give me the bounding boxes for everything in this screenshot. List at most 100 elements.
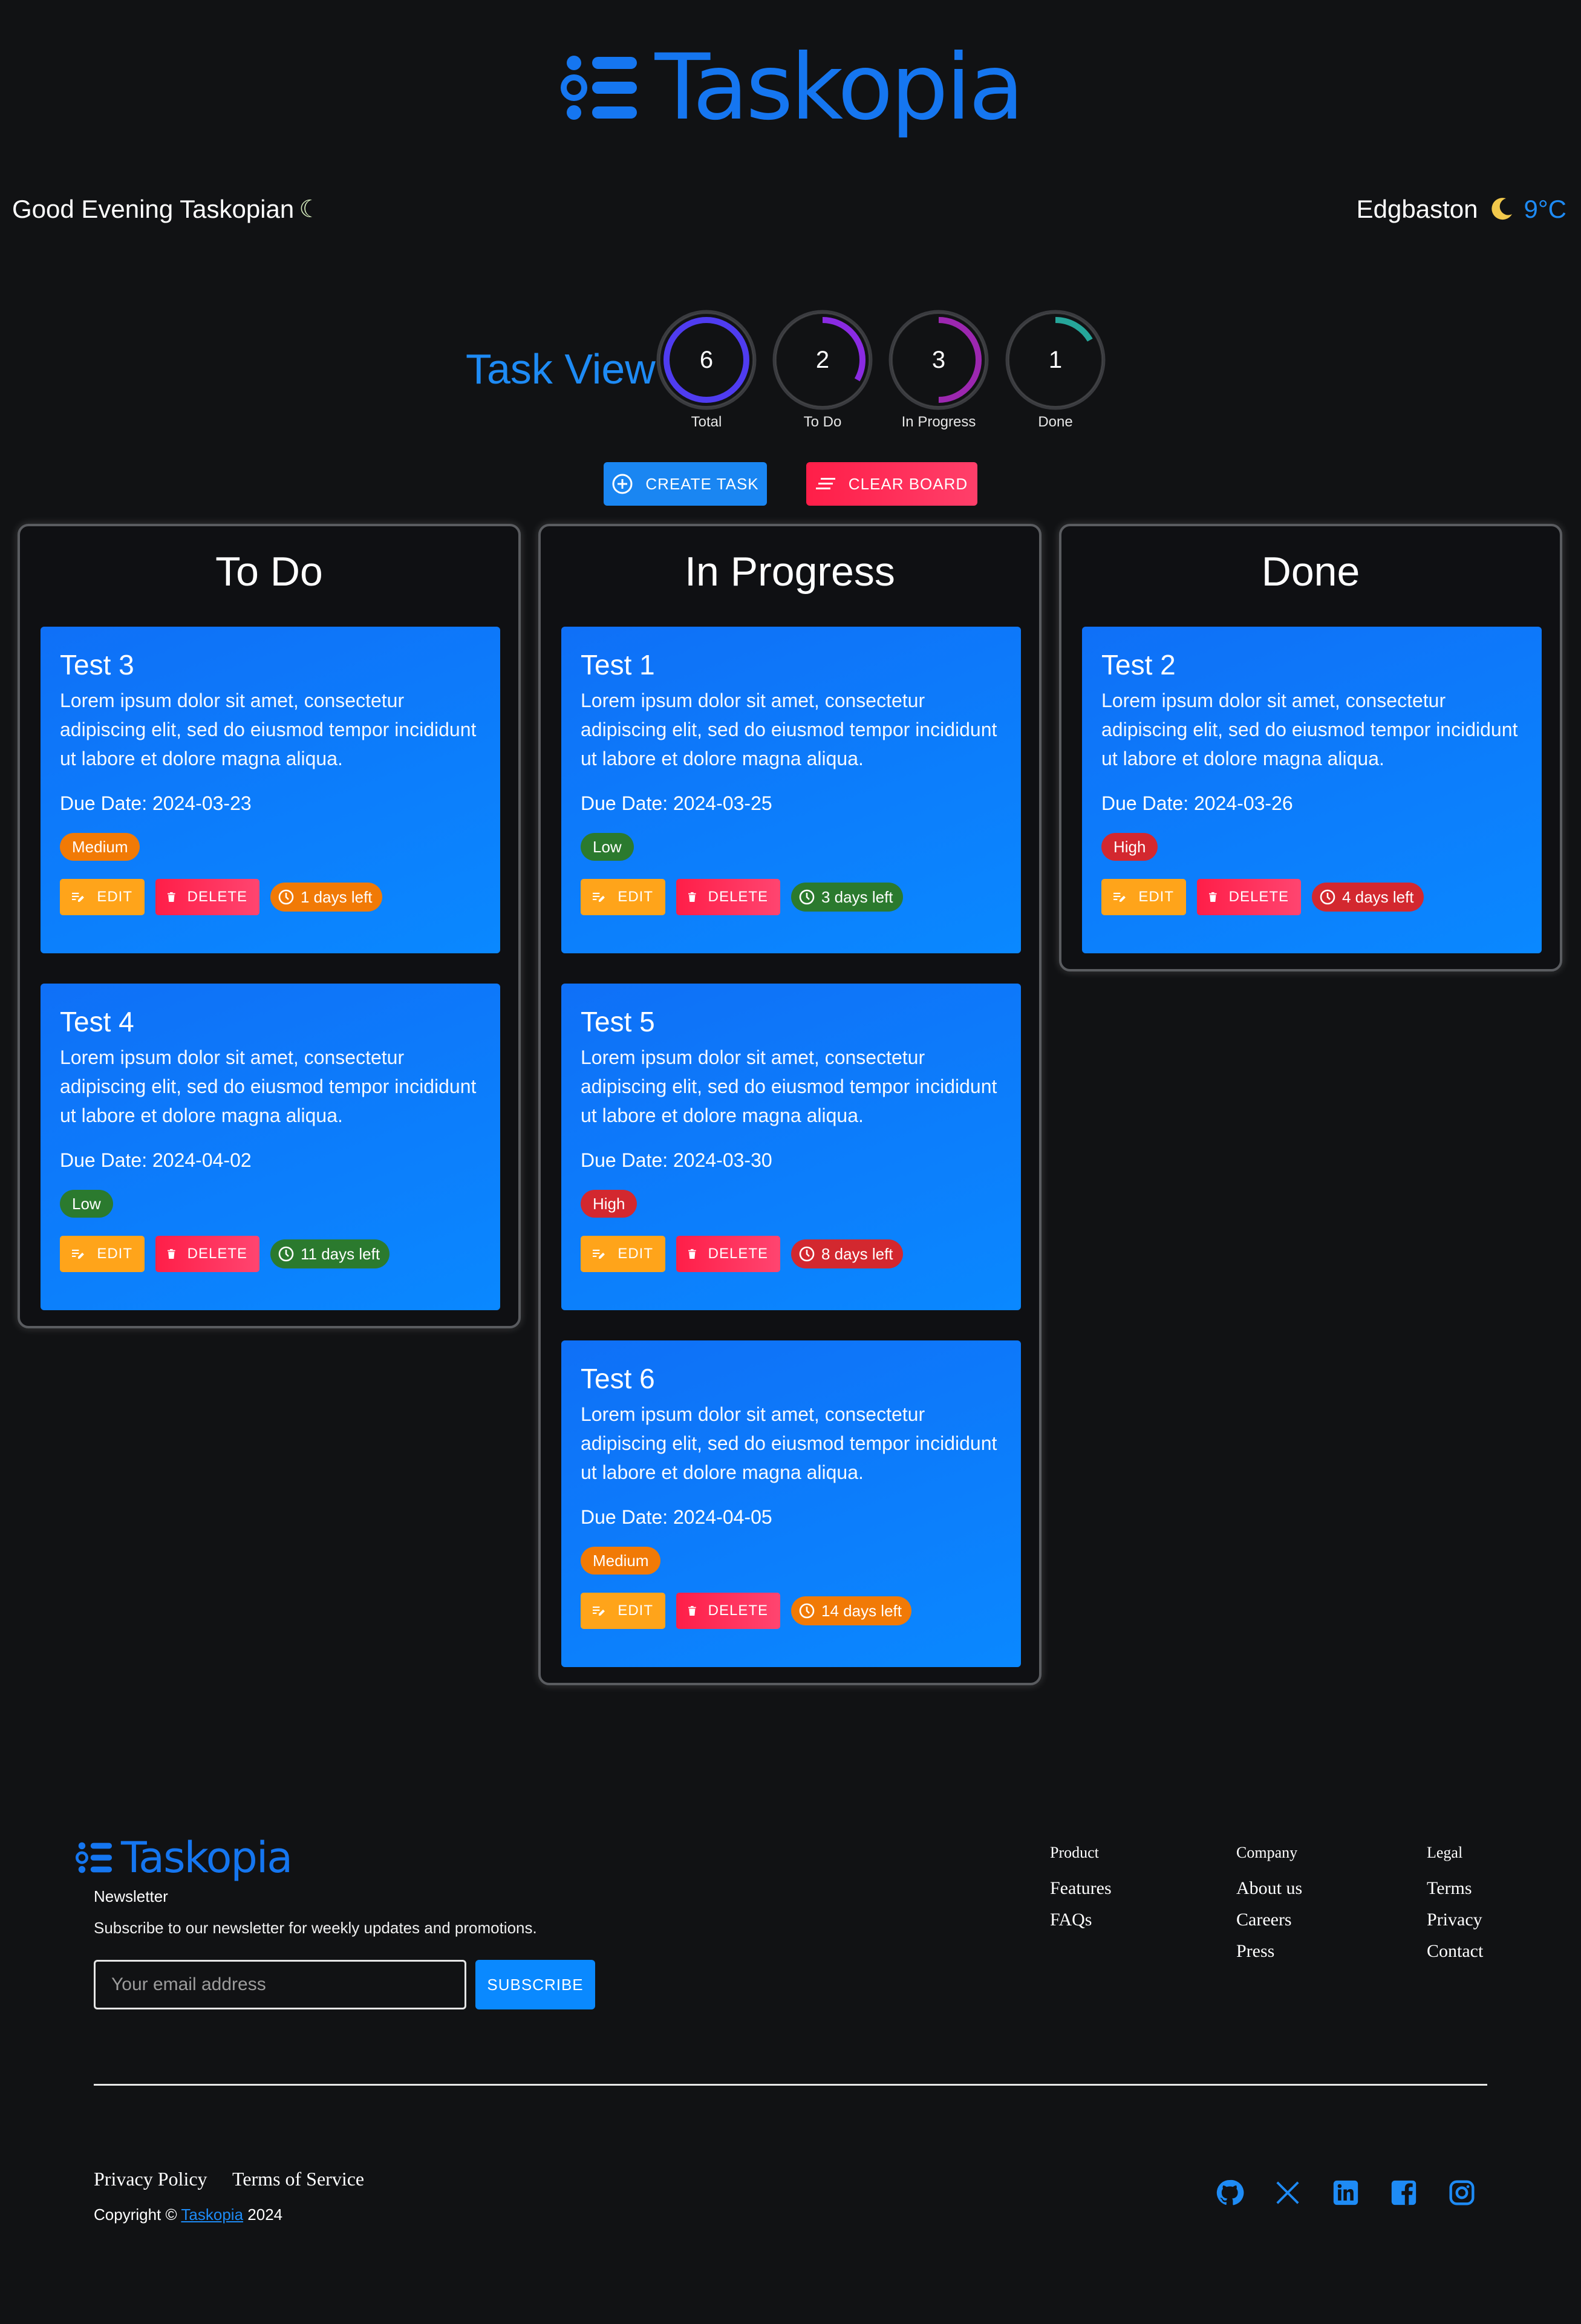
days-left-text: 4 days left	[1342, 887, 1414, 906]
footer-link-faqs[interactable]: FAQs	[1050, 1910, 1092, 1930]
footer-link-about-us[interactable]: About us	[1236, 1878, 1303, 1898]
footer-divider	[94, 2084, 1487, 2086]
delete-task-button[interactable]: DELETE	[676, 1236, 780, 1272]
footer-link-privacy[interactable]: Privacy	[1427, 1910, 1482, 1930]
clock-icon	[278, 889, 294, 905]
column-in-progress: In Progress Test 1 Lorem ipsum dolor sit a…	[538, 524, 1042, 1685]
stat-value: 1	[1048, 347, 1063, 373]
task-actions: EDIT DELETE 11 days left	[60, 1236, 481, 1272]
linkedin-icon[interactable]	[1331, 2178, 1361, 2208]
task-card[interactable]: Test 3 Lorem ipsum dolor sit amet, consec…	[41, 627, 500, 953]
days-left-chip: 14 days left	[791, 1596, 911, 1625]
task-card[interactable]: Test 6 Lorem ipsum dolor sit amet, consec…	[561, 1340, 1021, 1667]
footer-column-title: Company	[1236, 1844, 1298, 1861]
priority-badge: High	[1101, 833, 1158, 861]
task-actions: EDIT DELETE 3 days left	[581, 879, 1002, 915]
task-due-date: Due Date: 2024-03-25	[581, 792, 772, 814]
days-left-chip: 8 days left	[791, 1239, 903, 1268]
task-description: Lorem ipsum dolor sit amet, consectetur …	[581, 690, 997, 769]
facebook-icon[interactable]	[1389, 2178, 1419, 2208]
delete-task-button[interactable]: DELETE	[1197, 879, 1301, 915]
task-view-title: Task View	[466, 345, 656, 393]
x-icon[interactable]	[1273, 2178, 1303, 2208]
clear-board-button[interactable]: CLEAR BOARD	[806, 462, 977, 506]
stat-in-progress: 3 In Progress	[887, 308, 990, 431]
footer-column-legal: Legal Terms Privacy Contact	[1427, 1844, 1483, 1967]
priority-badge: Low	[60, 1190, 113, 1218]
task-description: Lorem ipsum dolor sit amet, consectetur …	[60, 1046, 477, 1126]
stat-ring: 2	[771, 308, 874, 411]
task-title: Test 2	[1101, 649, 1176, 681]
column-to-do: To Do Test 3 Lorem ipsum dolor sit amet, c…	[18, 524, 521, 1328]
newsletter-email-input[interactable]	[94, 1960, 466, 2009]
footer-link-contact[interactable]: Contact	[1427, 1941, 1484, 1961]
footer-link-terms[interactable]: Terms	[1427, 1878, 1472, 1898]
clock-icon	[278, 1246, 294, 1262]
footer-link-careers[interactable]: Careers	[1236, 1910, 1292, 1930]
weather-widget: Edgbaston 9°C	[1357, 195, 1566, 224]
newsletter-description: Subscribe to our newsletter for weekly u…	[94, 1919, 537, 1937]
delete-task-button[interactable]: DELETE	[676, 879, 780, 915]
task-card[interactable]: Test 1 Lorem ipsum dolor sit amet, consec…	[561, 627, 1021, 953]
task-actions: EDIT DELETE 4 days left	[1101, 879, 1522, 915]
days-left-chip: 3 days left	[791, 883, 903, 912]
footer-link-press[interactable]: Press	[1236, 1941, 1275, 1961]
edit-note-icon	[1113, 892, 1126, 902]
edit-task-button[interactable]: EDIT	[581, 879, 665, 915]
copyright-year: 2024	[247, 2205, 283, 2224]
moon-weather-icon	[1491, 198, 1512, 220]
copyright-brand-link[interactable]: Taskopia	[181, 2205, 244, 2224]
stat-value: 3	[931, 347, 946, 373]
create-task-label: CREATE TASK	[645, 474, 759, 493]
stat-value: 6	[699, 347, 714, 373]
stat-label: To Do	[803, 414, 842, 430]
delete-task-button[interactable]: DELETE	[155, 1236, 259, 1272]
task-description: Lorem ipsum dolor sit amet, consectetur …	[60, 690, 477, 769]
trash-icon	[1209, 892, 1217, 903]
task-card[interactable]: Test 5 Lorem ipsum dolor sit amet, consec…	[561, 984, 1021, 1310]
trash-icon	[168, 892, 175, 903]
delete-task-button[interactable]: DELETE	[676, 1593, 780, 1629]
greeting-text: Good Evening Taskopian	[12, 195, 295, 223]
task-card[interactable]: Test 2 Lorem ipsum dolor sit amet, consec…	[1082, 627, 1542, 953]
task-card[interactable]: Test 4 Lorem ipsum dolor sit amet, consec…	[41, 984, 500, 1310]
stat-ring: 6	[655, 308, 758, 411]
privacy-policy-link[interactable]: Privacy Policy	[94, 2168, 207, 2190]
delete-task-button[interactable]: DELETE	[155, 879, 259, 915]
task-due-date: Due Date: 2024-03-30	[581, 1149, 772, 1171]
task-title: Test 1	[581, 649, 655, 681]
days-left-text: 14 days left	[821, 1601, 902, 1620]
list-logo-icon	[75, 1842, 112, 1873]
footer-logo[interactable]: Taskopia	[75, 1833, 293, 1882]
stat-total: 6 Total	[655, 308, 758, 431]
instagram-icon[interactable]	[1447, 2178, 1477, 2208]
days-left-chip: 1 days left	[270, 883, 382, 912]
edit-label: EDIT	[1138, 889, 1174, 905]
footer-app-name: Taskopia	[121, 1833, 293, 1882]
footer-link-features[interactable]: Features	[1050, 1878, 1112, 1898]
edit-label: EDIT	[618, 1602, 653, 1619]
copyright-prefix: Copyright ©	[94, 2205, 177, 2224]
create-task-button[interactable]: CREATE TASK	[604, 462, 767, 506]
footer-column-title: Legal	[1427, 1844, 1463, 1861]
priority-badge: Low	[581, 833, 634, 861]
edit-task-button[interactable]: EDIT	[60, 879, 145, 915]
task-due-date: Due Date: 2024-03-23	[60, 792, 252, 814]
github-icon[interactable]	[1214, 2178, 1245, 2208]
edit-task-button[interactable]: EDIT	[581, 1236, 665, 1272]
app-logo[interactable]: Taskopia	[0, 36, 1581, 139]
list-logo-icon	[560, 56, 637, 120]
weather-location: Edgbaston	[1356, 195, 1478, 223]
task-actions: EDIT DELETE 8 days left	[581, 1236, 1002, 1272]
edit-task-button[interactable]: EDIT	[60, 1236, 145, 1272]
social-links	[1214, 2178, 1477, 2208]
edit-task-button[interactable]: EDIT	[1101, 879, 1186, 915]
trash-icon	[688, 1248, 696, 1259]
task-due-date: Due Date: 2024-03-26	[1101, 792, 1293, 814]
stat-ring: 3	[887, 308, 990, 411]
stat-label: Done	[1038, 414, 1073, 430]
edit-task-button[interactable]: EDIT	[581, 1593, 665, 1629]
terms-of-service-link[interactable]: Terms of Service	[232, 2168, 365, 2190]
subscribe-button[interactable]: SUBSCRIBE	[475, 1960, 595, 2009]
weather-temperature: 9°C	[1524, 195, 1567, 223]
